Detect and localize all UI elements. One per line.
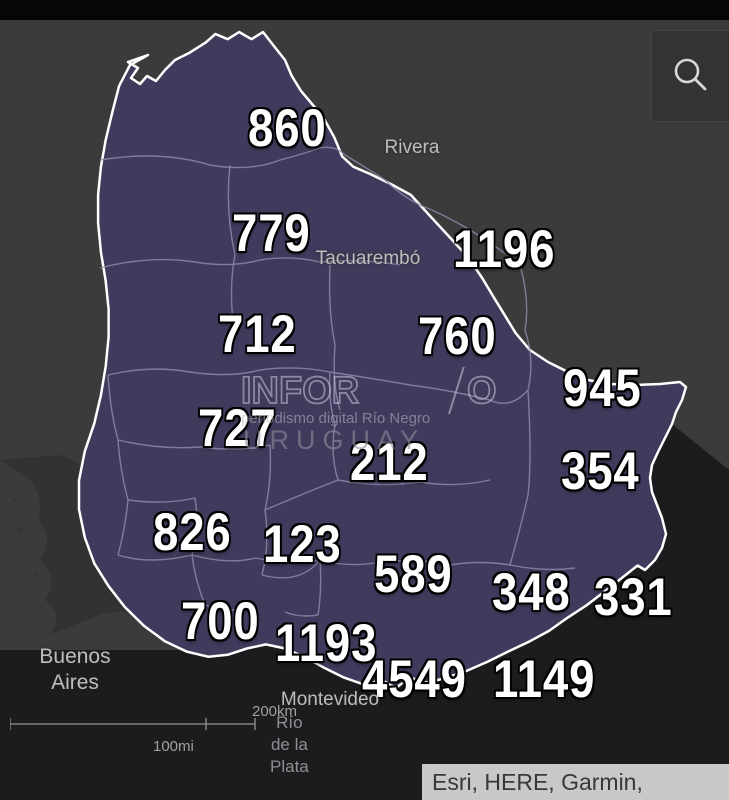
svg-text:O: O: [467, 370, 497, 412]
svg-text:INFOR: INFOR: [241, 370, 359, 412]
